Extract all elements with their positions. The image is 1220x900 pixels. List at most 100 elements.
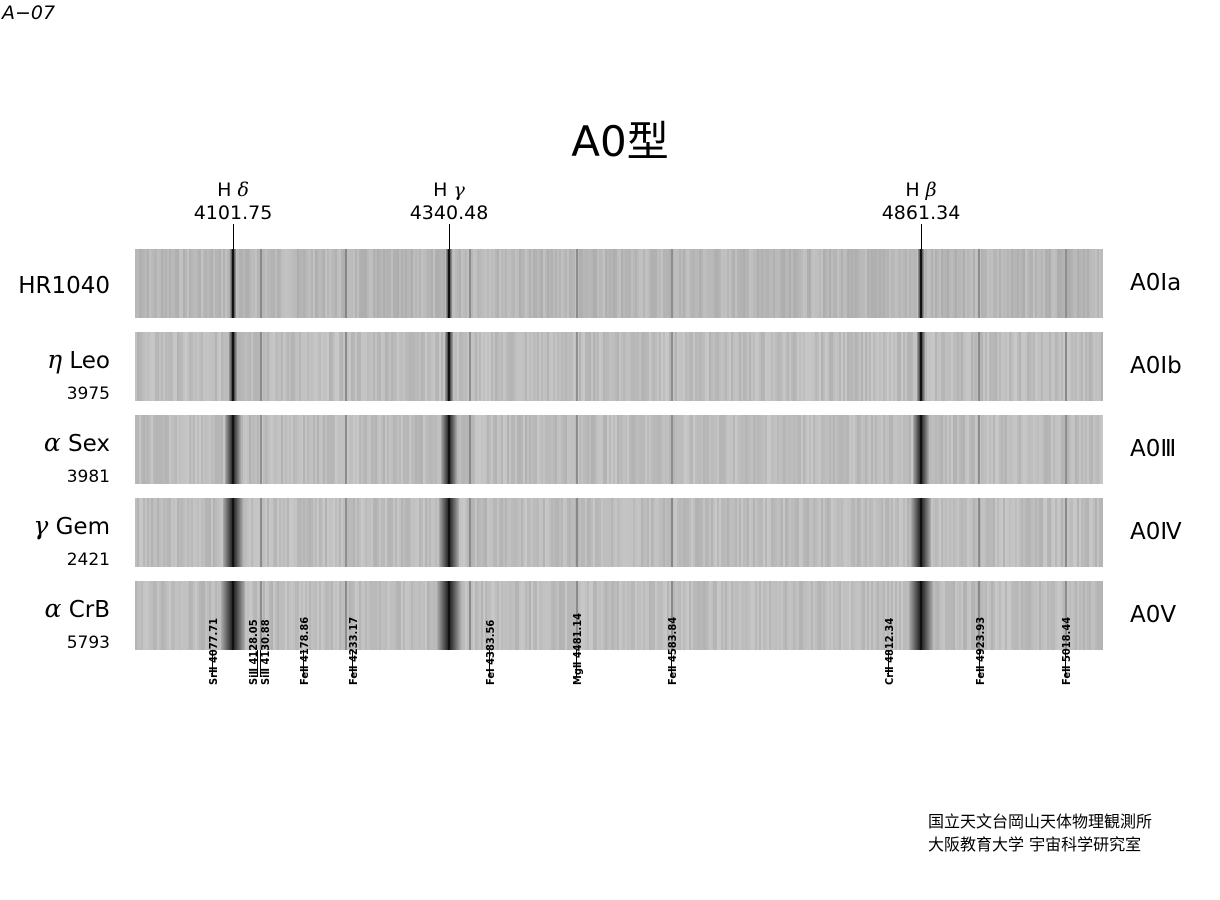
- spectrum-grain: [1045, 498, 1047, 567]
- spectrum-grain: [425, 581, 427, 650]
- spectrum-grain: [313, 332, 315, 401]
- spectrum-grain: [803, 249, 805, 318]
- spectrum-grain: [1061, 415, 1063, 484]
- spectrum-grain: [141, 498, 143, 567]
- metal-absorption-line: [576, 498, 578, 567]
- spectrum-grain: [421, 581, 423, 650]
- spectrum-grain: [839, 249, 841, 318]
- spectrum-grain: [741, 498, 743, 567]
- spectrum-grain: [943, 249, 945, 318]
- spectrum-grain: [755, 581, 757, 650]
- spectrum-grain: [305, 332, 307, 401]
- spectrum-grain: [329, 581, 331, 650]
- spectrum-grain: [583, 332, 585, 401]
- spectrum-grain: [727, 249, 729, 318]
- spectrum-grain: [549, 415, 551, 484]
- spectrum-grain: [1071, 332, 1073, 401]
- spectrum-grain: [1013, 249, 1015, 318]
- spectrum-grain: [655, 249, 657, 318]
- spectrum-grain: [197, 249, 199, 318]
- spectrum-grain: [1055, 498, 1057, 567]
- spectrum-grain: [871, 332, 873, 401]
- spectrum-grain: [247, 498, 249, 567]
- spectrum-grain: [641, 249, 643, 318]
- spectrum-grain: [981, 498, 983, 567]
- spectrum-grain: [1003, 498, 1005, 567]
- spectrum-grain: [739, 415, 741, 484]
- spectrum-grain: [239, 332, 241, 401]
- spectrum-grain: [709, 415, 711, 484]
- spectrum-grain: [941, 415, 943, 484]
- spectrum-grain: [831, 249, 833, 318]
- balmer-line-core: [920, 332, 922, 401]
- spectrum-grain: [385, 498, 387, 567]
- spectrum-grain: [687, 332, 689, 401]
- spectrum-grain: [325, 332, 327, 401]
- spectrum-grain: [759, 332, 761, 401]
- spectrum-grain: [673, 332, 675, 401]
- spectrum-grain: [363, 332, 365, 401]
- spectrum-grain: [799, 581, 801, 650]
- spectrum-grain: [853, 332, 855, 401]
- spectrum-grain: [945, 332, 947, 401]
- spectrum-grain: [183, 332, 185, 401]
- spectrum-grain: [429, 581, 431, 650]
- spectrum-grain: [721, 332, 723, 401]
- spectrum-grain: [961, 498, 963, 567]
- spectrum-grain: [687, 415, 689, 484]
- spectrum-grain: [725, 581, 727, 650]
- spectrum-grain: [739, 581, 741, 650]
- spectrum-grain: [1095, 581, 1097, 650]
- spectrum-grain: [339, 332, 341, 401]
- spectrum-grain: [1013, 332, 1015, 401]
- spectrum-grain: [187, 415, 189, 484]
- spectrum-grain: [795, 415, 797, 484]
- spectrum-grain: [551, 498, 553, 567]
- spectrum-grain: [467, 415, 469, 484]
- spectrum-grain: [689, 249, 691, 318]
- spectrum-grain: [177, 415, 179, 484]
- spectrum-grain: [833, 415, 835, 484]
- spectrum-grain: [959, 332, 961, 401]
- spectrum-grain: [543, 249, 545, 318]
- spectrum-grain: [1047, 249, 1049, 318]
- spectrum-grain: [299, 415, 301, 484]
- spectrum-grain: [247, 581, 249, 650]
- spectrum-grain: [817, 498, 819, 567]
- spectrum-grain: [135, 332, 137, 401]
- spectrum-grain: [879, 332, 881, 401]
- spectrum-grain: [497, 249, 499, 318]
- spectrum-grain: [375, 249, 377, 318]
- spectrum-grain: [669, 581, 671, 650]
- spectrum-grain: [475, 581, 477, 650]
- spectrum-grain: [505, 332, 507, 401]
- spectrum-grain: [891, 415, 893, 484]
- spectrum-grain: [849, 415, 851, 484]
- spectrum-grain: [659, 249, 661, 318]
- spectrum-grain: [645, 249, 647, 318]
- spectrum-grain: [279, 498, 281, 567]
- spectrum-grain: [629, 332, 631, 401]
- spectrum-grain: [405, 249, 407, 318]
- spectrum-grain: [975, 249, 977, 318]
- spectrum-grain: [591, 498, 593, 567]
- spectrum-grain: [843, 498, 845, 567]
- spectrum-grain: [477, 415, 479, 484]
- spectrum-grain: [877, 498, 879, 567]
- spectrum-grain: [463, 498, 465, 567]
- spectrum-grain: [1081, 498, 1083, 567]
- spectrum-grain: [845, 332, 847, 401]
- spectrum-grain: [337, 498, 339, 567]
- spectrum-grain: [495, 249, 497, 318]
- spectrum-grain: [765, 498, 767, 567]
- metal-line-label: FeⅡ 4583.84: [666, 616, 679, 685]
- spectrum-grain: [691, 332, 693, 401]
- spectrum-grain: [157, 249, 159, 318]
- spectrum-grain: [209, 581, 211, 650]
- spectrum-grain: [903, 249, 905, 318]
- spectrum-grain: [743, 581, 745, 650]
- spectrum-grain: [1001, 581, 1003, 650]
- spectrum-grain: [615, 581, 617, 650]
- spectrum-grain: [1051, 581, 1053, 650]
- spectrum-grain: [157, 415, 159, 484]
